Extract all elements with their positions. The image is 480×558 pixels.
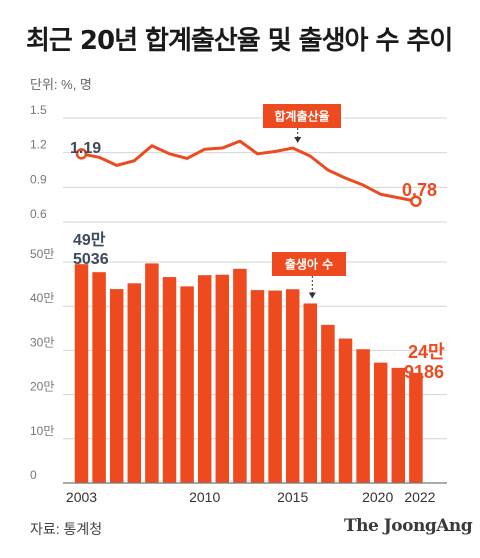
x-tick-label: 2015	[277, 489, 308, 505]
bar	[356, 349, 370, 483]
bar	[373, 362, 388, 483]
data-label: 0.78	[402, 180, 437, 200]
bar	[145, 263, 159, 483]
callout-box	[263, 104, 341, 128]
bar	[127, 283, 142, 483]
data-label: 1.19	[70, 140, 101, 157]
bar	[409, 372, 423, 483]
callout-arrow	[308, 292, 316, 299]
x-tick-label: 2022	[404, 489, 435, 505]
bar	[197, 275, 212, 483]
unit-label: 단위: %, 명	[30, 77, 92, 92]
chart-title: 최근 20년 합계출산율 및 출생아 수 추이	[26, 26, 453, 56]
bar	[321, 324, 335, 483]
bar	[391, 367, 406, 483]
x-tick-label: 2020	[362, 489, 393, 505]
bar	[285, 289, 300, 483]
data-label: 49만	[73, 231, 106, 249]
data-point	[410, 195, 422, 207]
source-label: 자료: 통계청	[30, 521, 103, 537]
y-tick-label: 10만	[30, 424, 54, 438]
y-tick-label: 1.2	[30, 138, 47, 152]
bar	[92, 272, 106, 483]
bar	[109, 289, 124, 483]
x-tick-label: 2003	[66, 489, 97, 505]
data-label: 5036	[73, 251, 109, 268]
callout-label: 합계출산율	[274, 109, 329, 124]
y-tick-label: 40만	[30, 291, 54, 305]
brand-logo: The JoongAng	[344, 516, 473, 536]
bar	[74, 264, 89, 483]
bar	[180, 286, 194, 483]
bar	[303, 303, 318, 483]
bar	[250, 290, 265, 483]
y-tick-label: 30만	[30, 335, 54, 349]
callout-box	[272, 252, 346, 276]
y-tick-label: 0	[30, 468, 37, 482]
y-tick-label: 0.9	[30, 172, 47, 186]
data-label: 24만	[408, 342, 445, 362]
data-point	[75, 148, 88, 160]
series-line	[81, 139, 417, 203]
bar	[338, 338, 353, 483]
y-tick-label: 1.5	[30, 103, 47, 117]
bar	[162, 277, 177, 483]
bar	[233, 268, 247, 483]
callout-label: 출생아 수	[285, 257, 333, 272]
bar	[268, 290, 282, 483]
y-tick-label: 50만	[30, 247, 54, 261]
callout-arrow	[294, 137, 302, 144]
y-tick-label: 20만	[30, 380, 54, 394]
x-tick-label: 2010	[189, 489, 220, 505]
y-tick-label: 0.6	[30, 207, 47, 221]
bar	[215, 274, 230, 483]
data-label: 9186	[404, 362, 444, 382]
